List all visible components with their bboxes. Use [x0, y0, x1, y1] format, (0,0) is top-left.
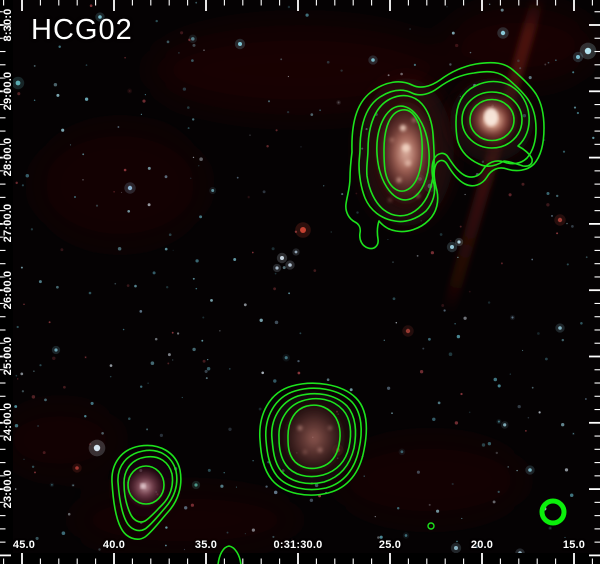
beam-indicator — [539, 498, 567, 526]
contour-north-outer1 — [345, 61, 545, 250]
galaxy-center-south — [270, 391, 358, 485]
contour-galaxyB-5 — [469, 98, 515, 142]
ra-label: 0:31:30.0 — [273, 539, 323, 551]
contour-galaxyB-4 — [461, 91, 523, 149]
dec-label: 23:00.0 — [2, 469, 14, 509]
bottom-axis-margin — [0, 553, 600, 564]
ra-label: 35.0 — [194, 539, 218, 551]
dec-label: 26:00.0 — [2, 270, 14, 310]
dec-label: 24:00.0 — [2, 402, 14, 442]
contour-galaxyD-4 — [127, 465, 165, 505]
contour-galaxyD-1 — [111, 444, 182, 540]
contour-galaxyA-4 — [376, 105, 430, 201]
contour-galaxyA-3 — [365, 94, 435, 217]
radio-contours — [111, 61, 545, 564]
contour-galaxyC-5 — [287, 404, 341, 470]
ra-label: 25.0 — [378, 539, 402, 551]
contour-galaxyC-3 — [271, 392, 357, 485]
title: HCG02 — [31, 14, 133, 46]
contour-galaxyB-3 — [455, 80, 533, 167]
contour-galaxyD-3 — [123, 455, 174, 523]
ra-label: 45.0 — [12, 539, 36, 551]
ra-label: 20.0 — [470, 539, 494, 551]
dec-label: 25:00.0 — [2, 336, 14, 376]
contour-galaxyD-2 — [117, 449, 178, 532]
contour-galaxyA-5 — [383, 109, 423, 192]
contour-north-outer2 — [358, 70, 537, 223]
contour-galaxyC-2 — [265, 387, 362, 491]
contour-point-source — [427, 522, 435, 530]
galaxy-north-elongated — [358, 78, 454, 226]
ra-label: 15.0 — [562, 539, 586, 551]
contour-galaxyC-4 — [278, 397, 352, 478]
nebulosity-patches — [0, 7, 595, 552]
contour-bottom-edge — [217, 545, 242, 564]
starfield — [14, 1, 595, 551]
dec-label: 8:30:0 — [2, 8, 14, 42]
dec-label: 27:00.0 — [2, 203, 14, 243]
contour-galaxyC-1 — [259, 382, 368, 496]
ra-label: 40.0 — [102, 539, 126, 551]
dec-label: 28:00.0 — [2, 137, 14, 177]
dec-label: 29:00.0 — [2, 71, 14, 111]
